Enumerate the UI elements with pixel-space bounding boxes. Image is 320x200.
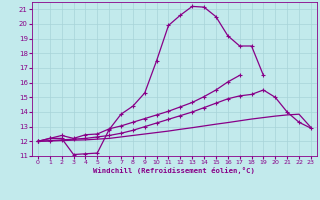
X-axis label: Windchill (Refroidissement éolien,°C): Windchill (Refroidissement éolien,°C) xyxy=(93,167,255,174)
